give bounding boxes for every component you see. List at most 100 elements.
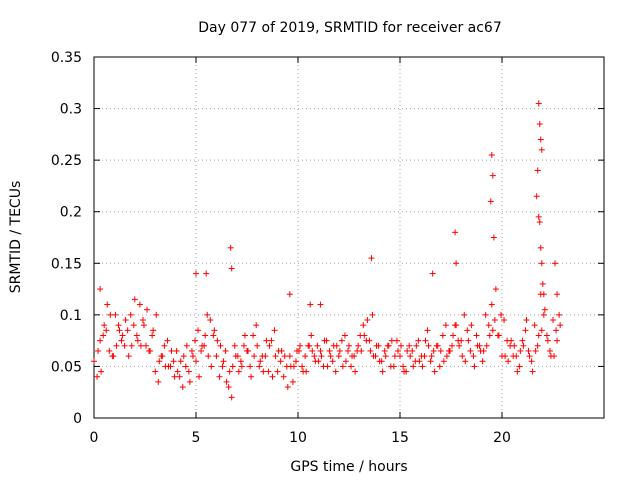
data-point	[176, 373, 183, 380]
data-point	[287, 363, 294, 370]
data-point	[520, 342, 527, 349]
data-point	[231, 342, 238, 349]
data-point	[91, 358, 97, 365]
data-point	[525, 347, 532, 354]
data-point	[247, 363, 254, 370]
data-point	[535, 332, 542, 339]
data-point	[118, 337, 125, 344]
data-point	[286, 291, 293, 298]
data-point	[430, 347, 437, 354]
data-point	[437, 347, 444, 354]
data-point	[195, 327, 202, 334]
data-point	[152, 368, 159, 375]
data-point	[487, 198, 494, 205]
data-point	[211, 327, 218, 334]
data-point	[510, 353, 517, 360]
data-point	[397, 353, 403, 360]
data-point	[336, 347, 343, 354]
data-point	[250, 332, 257, 339]
data-point	[228, 394, 235, 401]
data-point	[471, 363, 478, 370]
data-point	[449, 342, 456, 349]
data-point	[254, 342, 261, 349]
data-point	[467, 347, 474, 354]
data-point	[552, 260, 559, 267]
data-point	[189, 353, 196, 360]
data-point	[191, 337, 198, 344]
data-point	[394, 347, 401, 354]
data-point	[461, 311, 468, 318]
data-point	[406, 342, 413, 349]
data-point	[227, 244, 234, 251]
data-point	[369, 311, 376, 318]
x-tick-label: 0	[90, 430, 99, 446]
data-point	[220, 358, 227, 365]
data-point	[539, 280, 546, 287]
data-point	[144, 306, 151, 313]
data-point	[277, 358, 284, 365]
data-point	[536, 121, 543, 128]
data-point	[431, 368, 438, 375]
data-point	[113, 342, 120, 349]
data-point	[116, 327, 123, 334]
data-point	[289, 378, 296, 385]
data-point	[535, 213, 542, 220]
data-point	[293, 347, 300, 354]
data-point	[149, 332, 156, 339]
chart-title: Day 077 of 2019, SRMTID for receiver ac6…	[198, 20, 502, 36]
data-point	[229, 363, 236, 370]
data-point	[538, 260, 545, 267]
data-point	[533, 193, 540, 200]
data-point	[551, 353, 558, 360]
data-point	[271, 327, 278, 334]
data-point	[492, 286, 499, 293]
data-point	[193, 358, 199, 365]
data-point	[511, 342, 518, 349]
data-point	[427, 358, 434, 365]
data-point	[100, 332, 107, 339]
data-point	[489, 172, 496, 179]
data-point	[180, 353, 187, 360]
data-point	[470, 353, 477, 360]
data-point	[453, 260, 460, 267]
data-point	[489, 327, 496, 334]
data-point	[240, 342, 247, 349]
data-point	[186, 378, 193, 385]
data-point	[473, 332, 480, 339]
data-point	[419, 363, 426, 370]
data-point	[237, 358, 244, 365]
data-point	[361, 332, 368, 339]
data-point	[106, 347, 113, 354]
data-point	[179, 384, 186, 391]
x-axis: 0 5 10 15 20	[90, 57, 511, 446]
data-point	[534, 342, 541, 349]
data-point	[537, 244, 544, 251]
data-point	[125, 353, 132, 360]
data-point	[538, 327, 545, 334]
data-point	[309, 347, 316, 354]
data-point	[223, 378, 230, 385]
data-point	[335, 353, 342, 360]
data-point	[540, 311, 547, 318]
data-points	[91, 100, 564, 401]
data-point	[216, 373, 223, 380]
data-point	[269, 373, 276, 380]
data-point	[495, 332, 502, 339]
data-point	[199, 342, 206, 349]
data-point	[465, 337, 472, 344]
data-point	[368, 255, 375, 262]
data-point	[529, 368, 536, 375]
data-point	[241, 332, 248, 339]
data-point	[490, 234, 497, 241]
data-point	[317, 301, 324, 308]
data-point	[95, 347, 102, 354]
data-point	[101, 322, 108, 329]
data-point	[226, 368, 233, 375]
data-point	[121, 342, 128, 349]
data-point	[97, 286, 104, 293]
y-axis: 0 0.05 0.1 0.15 0.2 0.25 0.3 0.35	[51, 50, 604, 427]
data-point	[550, 317, 556, 324]
data-point	[122, 317, 129, 324]
data-point	[483, 342, 490, 349]
data-point	[256, 363, 263, 370]
